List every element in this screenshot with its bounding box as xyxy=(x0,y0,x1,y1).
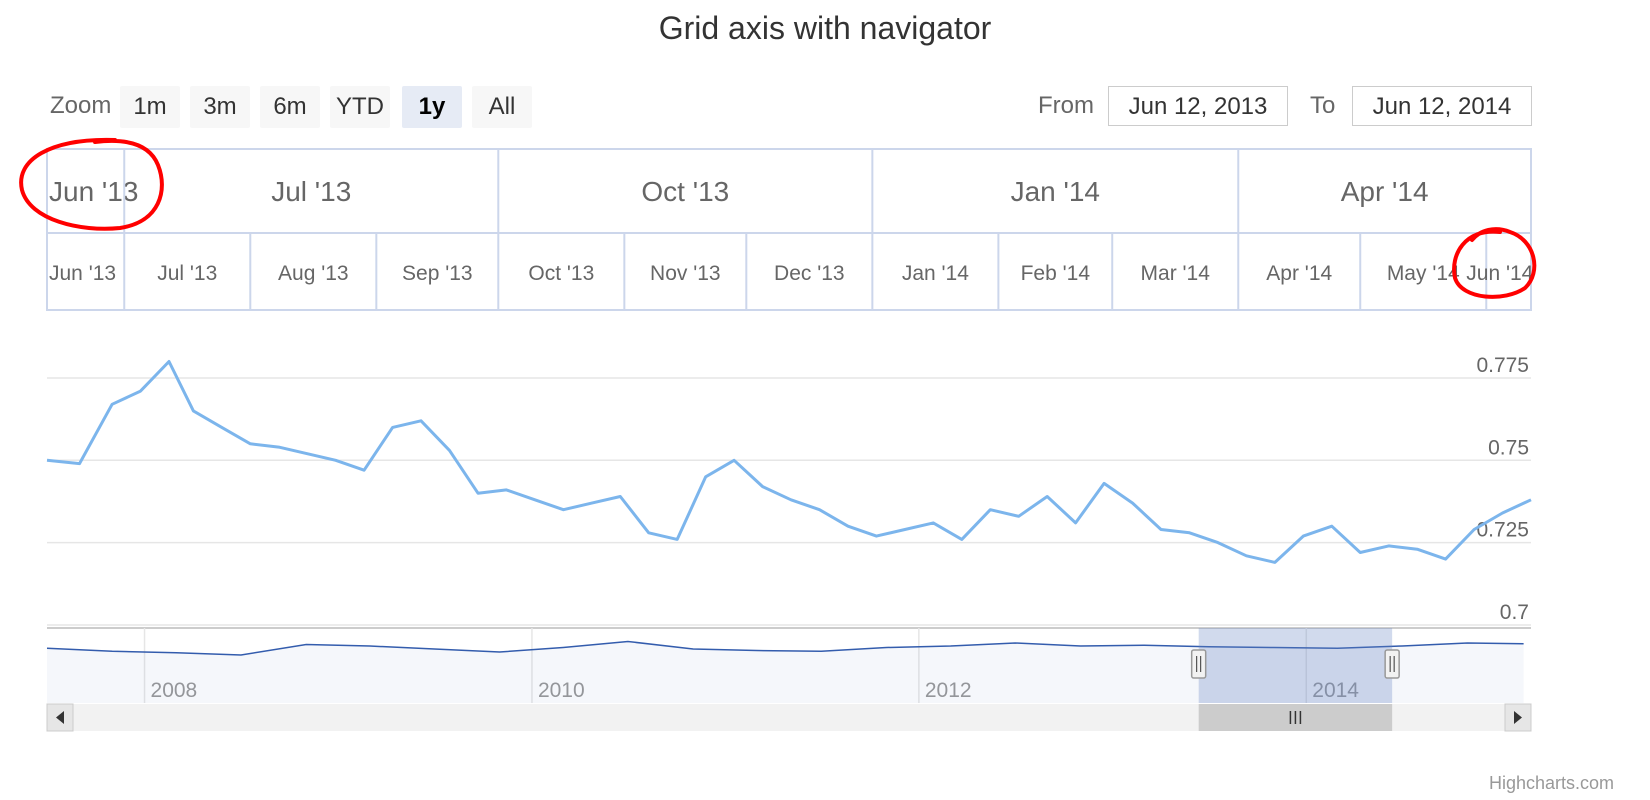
to-label: To xyxy=(1310,92,1336,119)
annotation-circle-right xyxy=(1452,227,1537,299)
grid-axis-bottom-label: Dec '13 xyxy=(774,262,845,285)
navigator-handle-left[interactable] xyxy=(1190,649,1207,679)
annotation-circle-left xyxy=(19,137,164,231)
grid-axis-bottom-label: Nov '13 xyxy=(650,262,721,285)
grid-axis-top-label: Jul '13 xyxy=(271,176,351,207)
to-date-input[interactable]: Jun 12, 2014 xyxy=(1352,86,1532,126)
grid-axis-bottom-label: Jan '14 xyxy=(902,262,969,285)
grid-axis-bottom-label: Feb '14 xyxy=(1021,262,1091,285)
navigator-area xyxy=(47,641,1524,703)
grid-axis-top-label: Jan '14 xyxy=(1011,176,1100,207)
grid-axis-bottom-label: Jul '13 xyxy=(157,262,217,285)
grid-axis-bottom-label: Jun '13 xyxy=(49,262,116,285)
navigator-handle-right[interactable] xyxy=(1384,649,1400,679)
grid-axis-bottom-label: Aug '13 xyxy=(278,262,349,285)
from-label: From xyxy=(1038,92,1094,119)
grid-axis-bottom-label: May '14 xyxy=(1387,262,1460,285)
y-tick-label: 0.775 xyxy=(1476,354,1529,377)
scrollbar-left-arrow-icon xyxy=(56,711,64,724)
grid-axis-top-label: Oct '13 xyxy=(641,176,729,207)
zoom-1m-button[interactable]: 1m xyxy=(120,86,180,128)
zoom-label: Zoom xyxy=(50,92,112,119)
series-line xyxy=(46,360,1532,564)
y-tick-label: 0.7 xyxy=(1500,601,1529,624)
grid-axis-bottom-label: Apr '14 xyxy=(1266,262,1332,285)
zoom-all-button[interactable]: All xyxy=(472,86,532,128)
navigator-series-line xyxy=(46,640,1524,656)
grid-axis-bottom-label: Jun '14 xyxy=(1466,262,1533,285)
navigator-x-label: 2014 xyxy=(1312,679,1359,702)
navigator-x-label: 2008 xyxy=(151,679,198,702)
zoom-6m-button[interactable]: 6m xyxy=(260,86,320,128)
zoom-3m-button[interactable]: 3m xyxy=(190,86,250,128)
scrollbar-right-arrow-icon xyxy=(1514,711,1522,724)
credits-link[interactable]: Highcharts.com xyxy=(1488,773,1614,793)
y-tick-label: 0.75 xyxy=(1488,436,1529,459)
grid-axis-bottom-label: Oct '13 xyxy=(528,262,594,285)
zoom-1y-button[interactable]: 1y xyxy=(402,86,462,128)
navigator-x-label: 2010 xyxy=(538,679,585,702)
navigator-selected-mask xyxy=(1198,628,1393,703)
chart-title: Grid axis with navigator xyxy=(658,10,992,46)
from-date-input[interactable]: Jun 12, 2013 xyxy=(1108,86,1288,126)
zoom-ytd-button[interactable]: YTD xyxy=(330,86,390,128)
y-tick-label: 0.725 xyxy=(1476,519,1529,542)
grid-axis-frame xyxy=(46,148,1532,311)
grid-axis-bottom-label: Mar '14 xyxy=(1141,262,1211,285)
navigator-x-label: 2012 xyxy=(925,679,972,702)
grid-axis-top-label: Apr '14 xyxy=(1341,176,1429,207)
grid-axis-bottom-label: Sep '13 xyxy=(402,262,473,285)
